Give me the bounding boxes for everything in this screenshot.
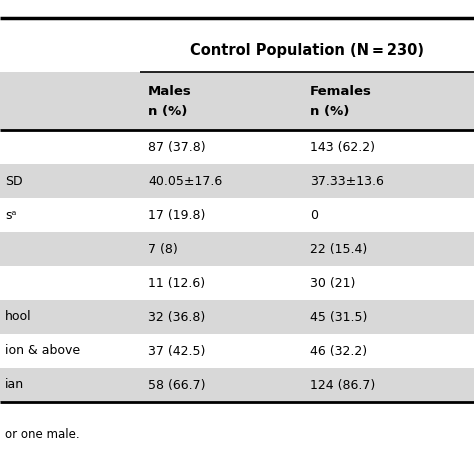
Text: 40.05±17.6: 40.05±17.6 — [148, 174, 222, 188]
Bar — [0, 232, 474, 266]
Text: 22 (15.4): 22 (15.4) — [310, 243, 367, 255]
Text: Males: Males — [148, 84, 192, 98]
Text: ion & above: ion & above — [5, 345, 80, 357]
Text: 11 (12.6): 11 (12.6) — [148, 276, 205, 290]
Bar — [0, 164, 474, 198]
Text: 7 (8): 7 (8) — [148, 243, 178, 255]
Text: sᵃ: sᵃ — [5, 209, 17, 221]
Bar — [0, 300, 474, 334]
Text: 124 (86.7): 124 (86.7) — [310, 379, 375, 392]
Text: n (%): n (%) — [148, 104, 187, 118]
Text: ian: ian — [5, 379, 24, 392]
Text: 0: 0 — [310, 209, 318, 221]
Bar — [0, 266, 474, 300]
Text: hool: hool — [5, 310, 32, 323]
Text: 143 (62.2): 143 (62.2) — [310, 140, 375, 154]
Text: 45 (31.5): 45 (31.5) — [310, 310, 367, 323]
Text: 32 (36.8): 32 (36.8) — [148, 310, 205, 323]
Bar — [0, 72, 474, 130]
Bar — [0, 368, 474, 402]
Bar — [0, 198, 474, 232]
Text: Control Population (N = 230): Control Population (N = 230) — [190, 43, 424, 57]
Text: Females: Females — [310, 84, 372, 98]
Text: 46 (32.2): 46 (32.2) — [310, 345, 367, 357]
Text: 17 (19.8): 17 (19.8) — [148, 209, 205, 221]
Text: 37.33±13.6: 37.33±13.6 — [310, 174, 384, 188]
Bar — [0, 334, 474, 368]
Text: 37 (42.5): 37 (42.5) — [148, 345, 205, 357]
Text: 58 (66.7): 58 (66.7) — [148, 379, 206, 392]
Text: 30 (21): 30 (21) — [310, 276, 356, 290]
Text: 87 (37.8): 87 (37.8) — [148, 140, 206, 154]
Text: SD: SD — [5, 174, 23, 188]
Text: n (%): n (%) — [310, 104, 349, 118]
Bar — [0, 130, 474, 164]
Text: or one male.: or one male. — [5, 428, 80, 441]
